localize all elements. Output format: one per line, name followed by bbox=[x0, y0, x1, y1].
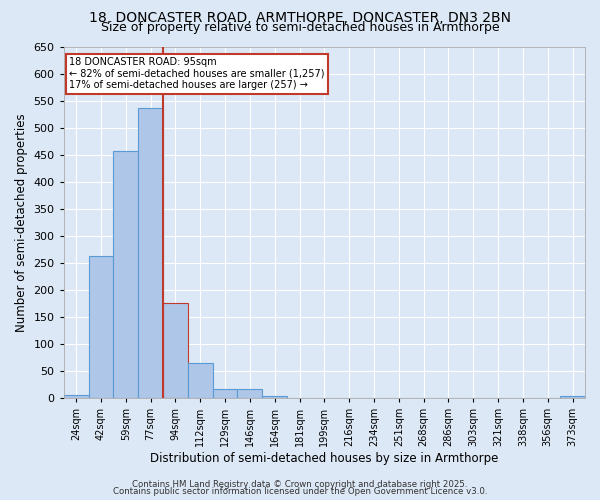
Bar bbox=[188, 363, 212, 398]
Bar bbox=[163, 304, 188, 398]
Text: Contains public sector information licensed under the Open Government Licence v3: Contains public sector information licen… bbox=[113, 487, 487, 496]
Text: 18 DONCASTER ROAD: 95sqm
← 82% of semi-detached houses are smaller (1,257)
17% o: 18 DONCASTER ROAD: 95sqm ← 82% of semi-d… bbox=[69, 57, 325, 90]
Bar bbox=[212, 389, 238, 398]
Bar bbox=[560, 396, 585, 398]
Text: Contains HM Land Registry data © Crown copyright and database right 2025.: Contains HM Land Registry data © Crown c… bbox=[132, 480, 468, 489]
Y-axis label: Number of semi-detached properties: Number of semi-detached properties bbox=[15, 113, 28, 332]
Bar bbox=[138, 108, 163, 398]
Bar bbox=[238, 389, 262, 398]
Bar bbox=[113, 151, 138, 398]
Text: Size of property relative to semi-detached houses in Armthorpe: Size of property relative to semi-detach… bbox=[101, 22, 499, 35]
Bar bbox=[64, 396, 89, 398]
Text: 18, DONCASTER ROAD, ARMTHORPE, DONCASTER, DN3 2BN: 18, DONCASTER ROAD, ARMTHORPE, DONCASTER… bbox=[89, 11, 511, 25]
X-axis label: Distribution of semi-detached houses by size in Armthorpe: Distribution of semi-detached houses by … bbox=[150, 452, 499, 465]
Bar bbox=[89, 256, 113, 398]
Bar bbox=[262, 396, 287, 398]
